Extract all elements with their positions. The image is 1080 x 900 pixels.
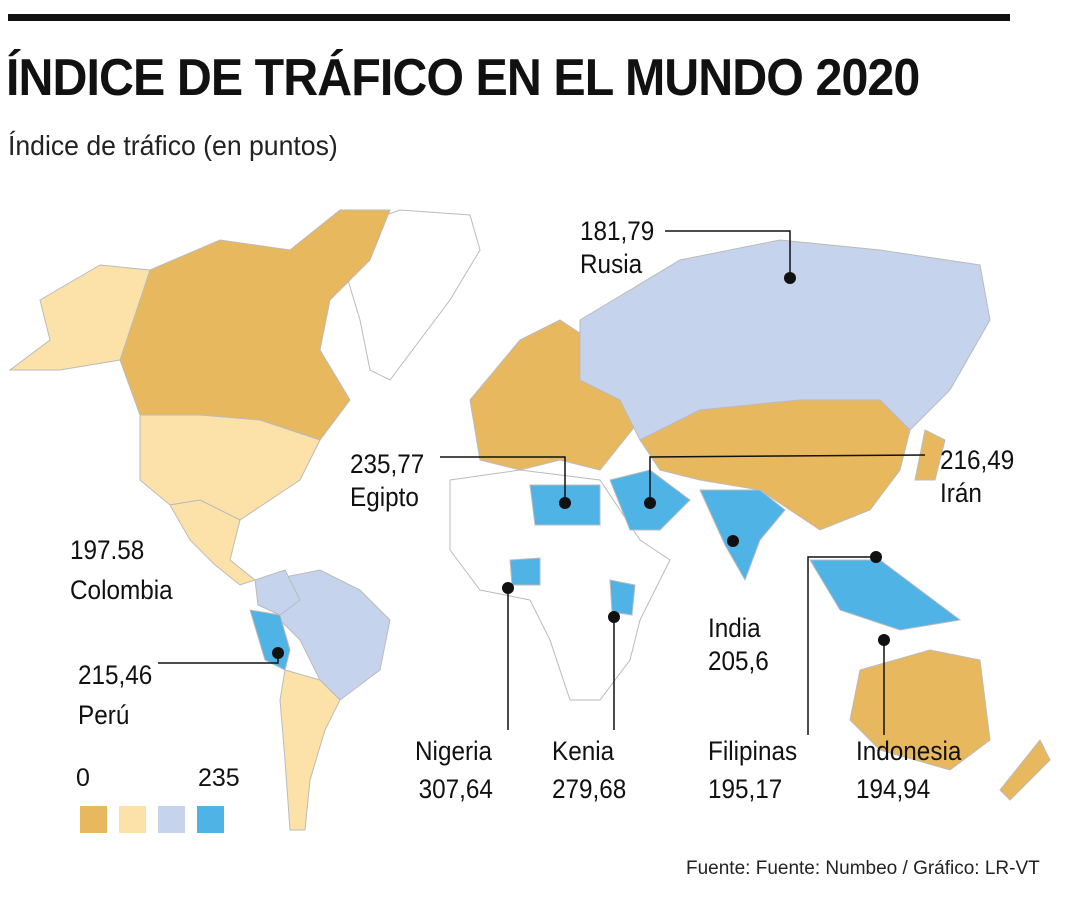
label-iran: 216,49 Irán [940,445,1015,508]
region-usa [139,414,321,521]
top-rule [8,14,1010,21]
marker-iran [644,497,656,509]
marker-nigeria [502,582,514,594]
region-brazil [269,569,391,701]
region-kenya [609,579,636,616]
marker-kenia [608,611,620,623]
legend-max: 235 [198,764,240,792]
region-asia [639,399,911,531]
marker-indonesia [878,634,890,646]
marker-india [727,535,739,547]
marker-peru [272,647,284,659]
legend-swatch-4 [197,806,224,833]
label-nigeria: Nigeria 307,64 [415,736,493,804]
subtitle: Índice de tráfico (en puntos) [8,130,338,161]
marker-filipinas [870,551,882,563]
label-peru: 215,46 Perú [78,660,153,730]
page-title: ÍNDICE DE TRÁFICO EN EL MUNDO 2020 [6,49,920,107]
region-canada [119,209,391,441]
region-colombia [254,569,301,616]
source-credit: Fuente: Fuente: Numbeo / Gráfico: LR-VT [686,858,1040,879]
label-india: India 205,6 [708,613,769,676]
marker-egipto [559,497,571,509]
label-colombia: 197.58 Colombia [70,535,173,605]
region-japan [914,429,946,481]
region-greenland [344,209,481,381]
label-rusia: 181,79 Rusia [580,216,655,279]
label-indonesia: Indonesia 194,94 [856,736,962,804]
legend-swatch-3 [158,806,185,833]
region-south-cone [279,669,341,831]
label-egipto: 235,77 Egipto [350,449,425,512]
label-kenia: Kenia 279,68 [552,736,627,804]
legend-min: 0 [76,764,90,792]
region-africa [449,469,671,701]
region-australia [849,649,991,771]
region-nigeria [509,557,541,586]
legend-swatch-2 [119,806,146,833]
marker-rusia [784,272,796,284]
label-filipinas: Filipinas 195,17 [708,736,798,804]
legend-swatch-1 [80,806,107,833]
region-india [699,489,786,582]
region-southeast-asia [809,559,962,631]
region-new-zealand [999,739,1051,801]
